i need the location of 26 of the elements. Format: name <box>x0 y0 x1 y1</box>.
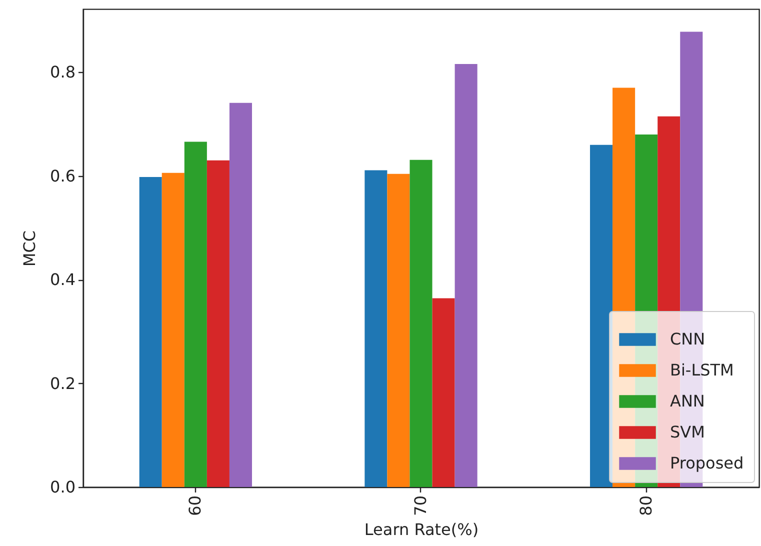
bar <box>184 142 207 487</box>
legend-label: Bi-LSTM <box>670 360 734 380</box>
bar <box>432 298 455 487</box>
bar <box>162 172 184 487</box>
bar <box>229 102 252 487</box>
x-tick-label: 80 <box>636 496 656 516</box>
x-tick-label: 60 <box>186 496 205 516</box>
legend-label: Proposed <box>670 454 744 472</box>
legend-label: CNN <box>670 330 706 348</box>
y-tick-label: 0.2 <box>50 374 76 393</box>
y-axis-title: MCC <box>20 230 40 267</box>
y-tick-label: 0.8 <box>50 62 76 82</box>
bar <box>387 174 410 487</box>
bar <box>139 176 162 487</box>
bar <box>364 170 388 487</box>
y-tick-label: 0.6 <box>50 166 76 186</box>
bar <box>206 160 230 487</box>
y-tick-label: 0.0 <box>50 478 76 496</box>
bar <box>410 160 432 487</box>
y-tick-label: 0.4 <box>50 270 76 290</box>
legend-label: SVM <box>670 422 705 442</box>
x-tick-label: 70 <box>411 496 430 516</box>
bar <box>590 144 613 487</box>
bar <box>454 64 478 487</box>
x-axis-title: Learn Rate(%) <box>364 520 479 539</box>
legend-label: ANN <box>670 392 705 410</box>
